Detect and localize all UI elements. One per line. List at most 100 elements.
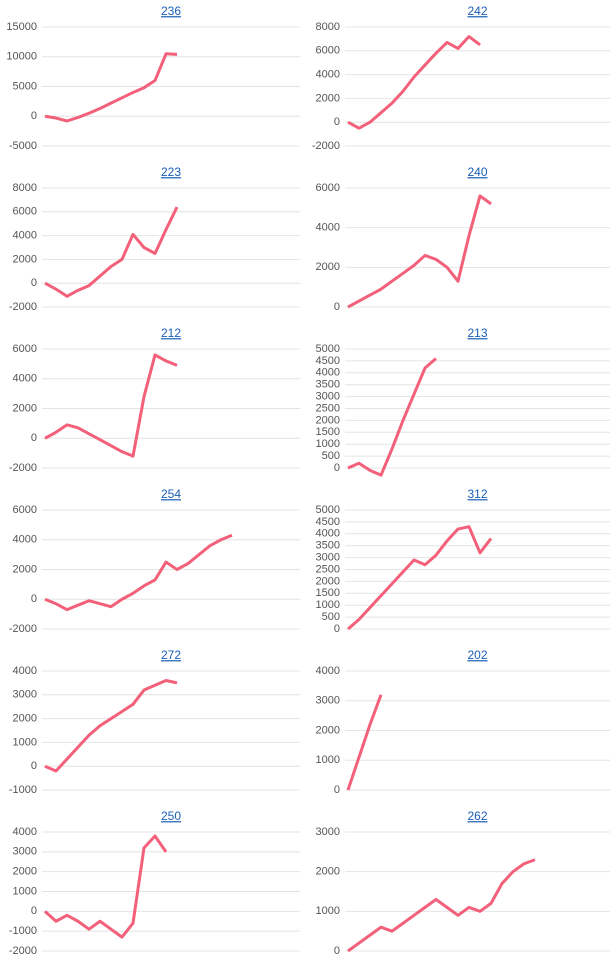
chart-title[interactable]: 202 <box>467 648 487 662</box>
y-tick-label: 1000 <box>316 905 340 917</box>
data-line <box>44 52 178 123</box>
y-tick-label: -2000 <box>9 623 37 635</box>
chart-title[interactable]: 262 <box>467 809 487 823</box>
y-tick-label: 1000 <box>316 754 340 766</box>
y-tick-label: 2000 <box>13 402 37 414</box>
chart-title[interactable]: 312 <box>467 487 487 501</box>
y-tick-label: 4000 <box>13 230 37 242</box>
y-tick-label: 4500 <box>316 516 340 528</box>
y-tick-label: 0 <box>31 277 37 289</box>
y-tick-label: 2000 <box>13 866 37 878</box>
chart-title[interactable]: 223 <box>161 165 181 179</box>
y-tick-label: 500 <box>322 611 340 623</box>
chart-title[interactable]: 242 <box>467 4 487 18</box>
y-tick-label: 0 <box>31 432 37 444</box>
y-tick-label: 5000 <box>13 80 37 92</box>
y-tick-label: 4000 <box>316 665 340 677</box>
data-line <box>43 834 168 939</box>
y-tick-label: 3500 <box>316 379 340 391</box>
y-tick-label: 2000 <box>316 92 340 104</box>
y-tick-label: 1500 <box>316 426 340 438</box>
data-line <box>44 679 178 773</box>
y-tick-label: 10000 <box>6 51 37 63</box>
y-tick-label: -2000 <box>9 945 37 957</box>
y-tick-label: 5000 <box>316 343 340 355</box>
y-tick-label: 0 <box>31 760 37 772</box>
y-tick-label: 0 <box>334 784 340 796</box>
data-line <box>347 35 481 130</box>
data-line <box>347 525 493 631</box>
y-tick-label: 4000 <box>13 373 37 385</box>
y-tick-label: 5000 <box>316 504 340 516</box>
y-tick-label: 2000 <box>316 414 340 426</box>
chart-title[interactable]: 236 <box>161 4 181 18</box>
y-tick-label: 8000 <box>13 182 37 194</box>
y-tick-label: 0 <box>31 593 37 605</box>
y-tick-label: 1000 <box>13 885 37 897</box>
y-tick-label: 2500 <box>316 563 340 575</box>
y-tick-label: 500 <box>322 450 340 462</box>
y-tick-label: 2000 <box>316 724 340 736</box>
y-tick-label: 4000 <box>13 534 37 546</box>
y-tick-label: 4500 <box>316 355 340 367</box>
y-tick-label: -2000 <box>312 140 340 152</box>
data-line <box>347 194 492 309</box>
y-tick-label: 0 <box>31 110 37 122</box>
y-tick-label: 4000 <box>13 665 37 677</box>
y-tick-label: 4000 <box>13 826 37 838</box>
y-tick-label: 4000 <box>316 69 340 81</box>
data-line <box>44 206 179 298</box>
y-tick-label: -2000 <box>9 301 37 313</box>
y-tick-label: -2000 <box>9 462 37 474</box>
y-tick-label: 4000 <box>316 222 340 234</box>
y-tick-label: 2000 <box>316 261 340 273</box>
y-tick-label: 3500 <box>316 540 340 552</box>
y-tick-label: 3000 <box>316 391 340 403</box>
y-tick-label: 15000 <box>6 21 37 33</box>
y-tick-label: 6000 <box>13 504 37 516</box>
chart-title[interactable]: 213 <box>467 326 487 340</box>
y-tick-label: 0 <box>334 945 340 957</box>
y-tick-label: -1000 <box>9 925 37 937</box>
data-line <box>44 533 233 612</box>
data-line <box>44 353 178 458</box>
y-tick-label: 0 <box>334 623 340 635</box>
y-tick-label: 2000 <box>13 253 37 265</box>
y-tick-label: 1000 <box>13 736 37 748</box>
data-line <box>347 858 536 953</box>
y-tick-label: 0 <box>334 301 340 313</box>
y-tick-label: 3000 <box>13 846 37 858</box>
y-tick-label: 4000 <box>316 367 340 379</box>
y-tick-label: 2000 <box>316 866 340 878</box>
y-tick-label: 3000 <box>13 689 37 701</box>
y-tick-label: 6000 <box>13 343 37 355</box>
y-tick-label: 2000 <box>316 575 340 587</box>
chart-title[interactable]: 240 <box>467 165 487 179</box>
y-tick-label: 6000 <box>13 206 37 218</box>
y-tick-label: 8000 <box>316 21 340 33</box>
y-tick-label: 3000 <box>316 826 340 838</box>
data-line <box>346 694 383 791</box>
y-tick-label: 0 <box>334 116 340 128</box>
y-tick-label: 3000 <box>316 552 340 564</box>
chart-title[interactable]: 250 <box>161 809 181 823</box>
chart-title[interactable]: 272 <box>161 648 181 662</box>
y-tick-label: 0 <box>31 905 37 917</box>
y-tick-label: 1000 <box>316 438 340 450</box>
y-tick-label: 0 <box>334 462 340 474</box>
y-tick-label: 2000 <box>13 713 37 725</box>
chart-title[interactable]: 212 <box>161 326 181 340</box>
y-tick-label: 6000 <box>316 182 340 194</box>
data-line <box>347 357 437 477</box>
y-tick-label: 6000 <box>316 45 340 57</box>
y-tick-label: -1000 <box>9 784 37 796</box>
y-tick-label: 3000 <box>316 695 340 707</box>
chart-title[interactable]: 254 <box>161 487 181 501</box>
y-tick-label: 2500 <box>316 402 340 414</box>
y-tick-label: 4000 <box>316 528 340 540</box>
y-tick-label: 1000 <box>316 599 340 611</box>
y-tick-label: -5000 <box>9 140 37 152</box>
y-tick-label: 1500 <box>316 587 340 599</box>
y-tick-label: 2000 <box>13 563 37 575</box>
